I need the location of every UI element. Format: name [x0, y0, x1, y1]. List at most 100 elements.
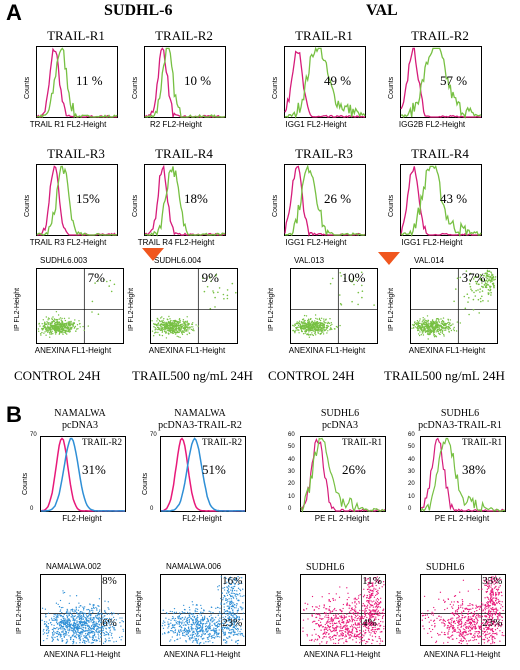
histogram-subtitle: pcDNA3	[61, 420, 99, 431]
dotplot-sample-id: NAMALWA.002	[46, 562, 102, 571]
receptor-histogram-line	[160, 437, 245, 512]
histogram-curves	[40, 437, 125, 512]
histogram-title: NAMALWA	[54, 408, 106, 419]
histogram-percent: 11 %	[76, 72, 103, 88]
dotplot-ylabel: IP FL2-Height	[388, 287, 395, 331]
histogram-ytick: 50	[408, 444, 415, 451]
dotplot-ylabel: IP FL2-Height	[14, 287, 21, 331]
histogram-title: NAMALWA	[174, 408, 226, 419]
group-title-sudhl6: SUDHL-6	[104, 2, 173, 19]
histogram-frame	[36, 46, 118, 119]
histogram-xlabel: FL2-Height	[62, 514, 102, 523]
histogram-title: SUDHL6	[320, 408, 360, 419]
panel-b-letter: B	[6, 402, 22, 427]
dotplot-frame	[420, 574, 506, 646]
histogram-ylabel: Counts	[388, 76, 395, 99]
histogram-plot: TRAIL-R1 49 % IGG1 FL2-Height Counts	[264, 28, 374, 140]
dotplot-xlabel: ANEXINA FL1-Height	[423, 650, 501, 659]
histogram-title: SUDHL6	[440, 408, 480, 419]
control-histogram-line	[300, 437, 386, 512]
dotplot-sample-id: SUDHL6	[306, 562, 345, 573]
histogram-xlabel: PE FL 2-Height	[314, 514, 370, 523]
histogram-plot: TRAIL-R4 43 % IGG1 FL2-Height Counts	[380, 146, 490, 258]
histogram-title: TRAIL-R4	[411, 146, 469, 161]
dotplot-ylabel: IP FL2-Height	[268, 287, 275, 331]
histogram-percent: 51%	[202, 461, 226, 477]
histogram-title: TRAIL-R1	[295, 28, 353, 43]
dotplot-points	[291, 269, 377, 343]
dotplot-ylabel: IP FL2-Height	[136, 590, 143, 634]
histogram-xlabel: R2 FL2-Height	[149, 120, 203, 129]
arrow-down-marker	[378, 252, 400, 265]
histogram-ytick: 0	[150, 506, 154, 512]
dotplot-sample-id: SUDHL6.003	[40, 256, 88, 265]
dotplot-sample-id: VAL.013	[294, 256, 325, 265]
receptor-label: TRAIL-R1	[462, 437, 502, 447]
dotplot-sample-id: SUDHL6	[426, 562, 465, 573]
histogram-plot: TRAIL-R2 57 % IGG2B FL2-Height Counts	[380, 28, 490, 140]
dotplot-points	[151, 269, 237, 343]
histogram-title: TRAIL-R4	[155, 146, 213, 161]
dotplot: NAMALWA.006 16% 23% ANEXINA FL1-Height IP FL…	[130, 560, 258, 666]
dotplot-points	[411, 269, 497, 343]
receptor-label: TRAIL-R1	[342, 437, 382, 447]
receptor-histogram-line	[144, 47, 226, 119]
histogram-ylabel: Counts	[132, 194, 139, 217]
histogram-frame	[420, 436, 506, 513]
dotplot-xlabel: ANEXINA FL1-Height	[163, 650, 241, 659]
dotplot-sample-id: SUDHL6.004	[154, 256, 202, 265]
histogram-title: TRAIL-R3	[295, 146, 353, 161]
histogram-percent: 43 %	[440, 190, 468, 206]
dotplot-xlabel: ANEXINA FL1-Height	[148, 346, 226, 355]
dotplot: NAMALWA.002 8% 6% ANEXINA FL1-Height IP FL2-…	[10, 560, 138, 666]
histogram-xlabel: FL2-Height	[182, 514, 222, 523]
histogram-frame	[300, 436, 386, 513]
histogram-ytick: 30	[288, 469, 295, 475]
dotplot: SUDHL6 35% 23% ANEXINA FL1-Height IP FL2-Hei…	[390, 560, 518, 666]
dotplot-lower-percent: 23%	[482, 617, 503, 630]
histogram-xlabel: PE FL 2-Height	[434, 514, 490, 523]
histogram-percent: 26 %	[324, 190, 352, 206]
dotplot-xlabel: ANEXINA FL1-Height	[408, 346, 486, 355]
dotplot: VAL.014 37% ANEXINA FL1-Height IP FL2-Heigh…	[384, 256, 506, 362]
histogram-plot: NAMALWA pcDNA3 TRAIL-R2 31% FL2-Height Counts…	[10, 402, 144, 532]
control-histogram-line	[420, 437, 506, 512]
group-title-val: VAL	[366, 2, 398, 19]
dotplot-lower-percent: 23%	[222, 617, 243, 630]
histogram-xlabel: IGG2B FL2-Height	[398, 120, 466, 129]
histogram-curves	[36, 165, 118, 236]
control-histogram-line	[400, 47, 481, 118]
histogram-subtitle: pcDNA3-TRAIL-R2	[158, 420, 242, 431]
histogram-frame	[144, 46, 226, 119]
histogram-ytick: 40	[288, 456, 295, 463]
receptor-label: TRAIL-R2	[82, 437, 122, 447]
histogram-plot: SUDHL6 pcDNA3-TRAIL-R1 TRAIL-R1 38% PE FL 2-…	[390, 402, 520, 532]
histogram-title: TRAIL-R1	[47, 28, 105, 43]
condition-label: CONTROL 24H	[14, 368, 101, 383]
dotplot-upper-percent: 8%	[102, 575, 117, 587]
dotplot: SUDHL6 11% 4% ANEXINA FL1-Height IP FL2-Heig…	[270, 560, 398, 666]
receptor-histogram-line	[36, 47, 118, 119]
dotplot-ylabel: IP FL2-Height	[276, 590, 283, 634]
histogram-title: TRAIL-R2	[411, 28, 469, 43]
histogram-xlabel: IGG1 FL2-Height	[285, 120, 347, 129]
histogram-subtitle: pcDNA3-TRAIL-R1	[418, 420, 502, 431]
histogram-curves	[300, 437, 386, 513]
histogram-frame	[400, 164, 482, 238]
dotplot-points	[301, 575, 385, 645]
histogram-ytick: 60	[288, 432, 295, 438]
histogram-title: TRAIL-R3	[47, 146, 105, 161]
histogram-percent: 57 %	[440, 72, 468, 88]
histogram-ytick: 70	[150, 432, 157, 438]
histogram-frame	[40, 436, 126, 512]
histogram-plot: NAMALWA pcDNA3-TRAIL-R2 TRAIL-R2 51% FL2-Hei…	[130, 402, 264, 532]
dotplot-frame	[410, 268, 498, 344]
histogram-curves	[400, 47, 482, 119]
histogram-plot: TRAIL-R4 18% TRAIL R4 FL2-Height Counts	[124, 146, 234, 258]
control-histogram-line	[144, 47, 226, 119]
histogram-ytick: 0	[30, 506, 34, 512]
histogram-ytick: 70	[30, 432, 37, 438]
histogram-ylabel: Counts	[272, 194, 279, 217]
histogram-ytick: 20	[288, 481, 295, 488]
histogram-ylabel: Counts	[132, 76, 139, 99]
